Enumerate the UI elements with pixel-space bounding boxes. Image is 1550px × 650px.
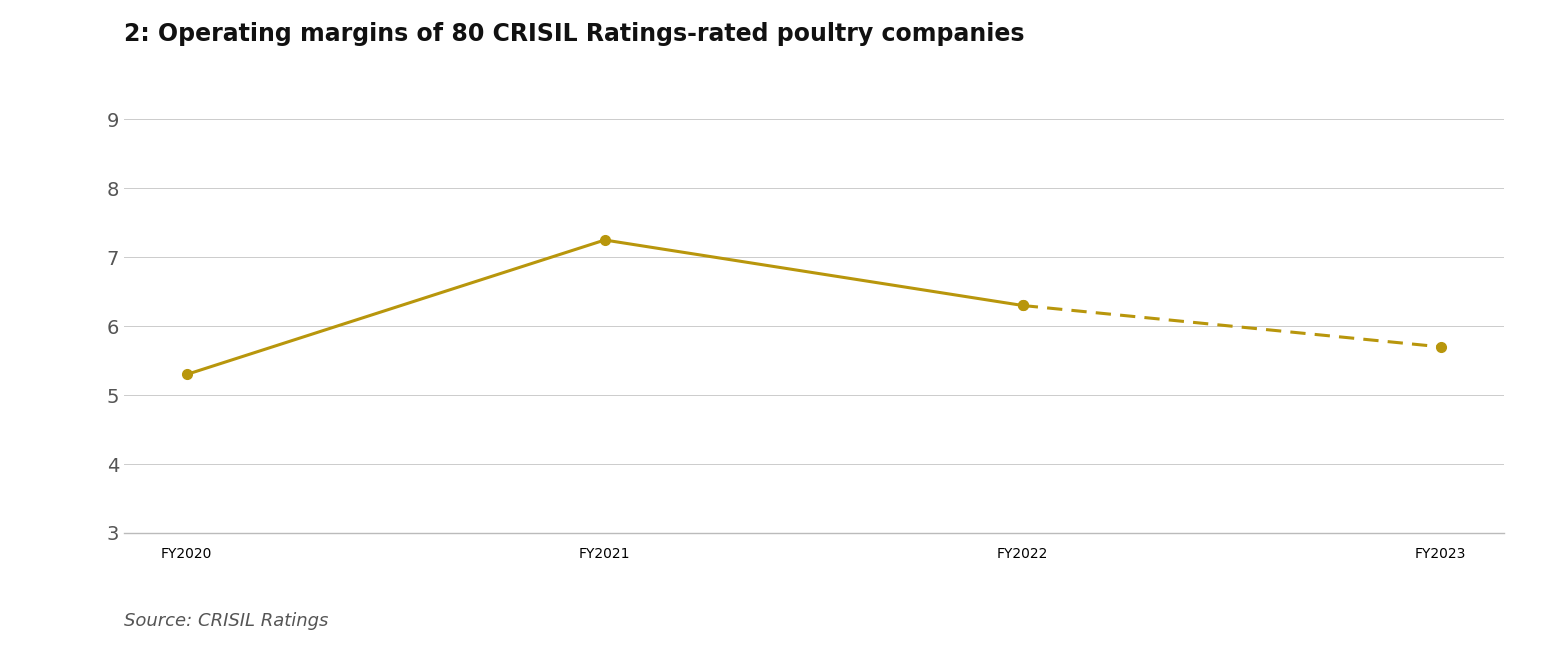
Text: Source: CRISIL Ratings: Source: CRISIL Ratings [124, 612, 329, 630]
Text: 2: Operating margins of 80 CRISIL Ratings-rated poultry companies: 2: Operating margins of 80 CRISIL Rating… [124, 21, 1025, 46]
